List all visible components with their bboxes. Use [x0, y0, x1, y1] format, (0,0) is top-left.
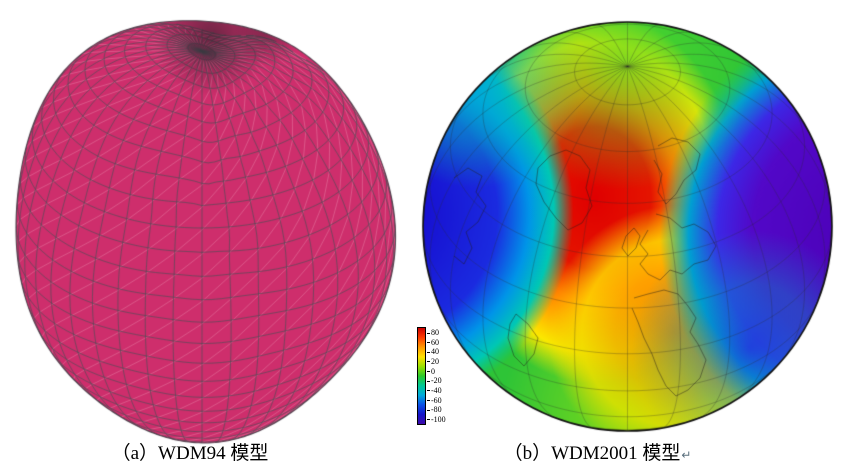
colorbar-tick: 0: [427, 366, 446, 376]
colorbar-tick-label: -100: [431, 414, 446, 424]
colorbar-tick: 20: [427, 356, 446, 366]
paragraph-mark: ↵: [681, 448, 692, 462]
caption-b-text: （b）WDM2001 模型: [503, 443, 681, 464]
colorbar-tick-label: -80: [431, 405, 442, 415]
colorbar-tick-label: -40: [431, 385, 442, 395]
caption-a-text: （a）WDM94 模型: [111, 443, 269, 464]
colorbar-tick-label: 20: [431, 356, 439, 366]
caption-b: （b）WDM2001 模型↵: [425, 441, 770, 467]
colorbar-tick: -80: [427, 406, 446, 414]
colorbar-tick: 60: [427, 337, 446, 347]
colorbar-tick-labels: 80 60 40 20 0 -20 -40 -60 -80 -100: [427, 329, 446, 424]
figure-a-wdm94: [6, 2, 404, 454]
colorbar-gradient-bar: [417, 327, 426, 425]
colorbar-tick-label: 60: [431, 337, 439, 347]
colorbar-tick-label: 80: [431, 328, 439, 337]
wdm94-wireframe-render: [6, 2, 404, 454]
colorbar-tick: -20: [427, 377, 446, 385]
colorbar-tick: 40: [427, 348, 446, 356]
colorbar-tick-label: -60: [431, 395, 442, 405]
colorbar-tick-label: -20: [431, 376, 442, 386]
caption-a: （a）WDM94 模型: [0, 441, 380, 467]
figure-b-wdm2001: [420, 18, 838, 436]
colorbar-tick-label: 40: [431, 347, 439, 357]
colorbar-tick: -60: [427, 395, 446, 405]
wdm2001-globe-render: [420, 18, 838, 436]
colorbar-tick: -100: [427, 414, 446, 424]
colorbar-legend: 80 60 40 20 0 -20 -40 -60 -80 -100: [417, 327, 461, 431]
colorbar-tick: 80: [427, 329, 446, 337]
colorbar-tick-label: 0: [431, 366, 435, 376]
colorbar-tick: -40: [427, 385, 446, 395]
